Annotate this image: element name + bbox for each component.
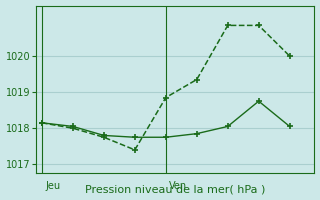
Text: Ven: Ven <box>169 181 187 191</box>
X-axis label: Pression niveau de la mer( hPa ): Pression niveau de la mer( hPa ) <box>85 184 265 194</box>
Text: Jeu: Jeu <box>45 181 60 191</box>
